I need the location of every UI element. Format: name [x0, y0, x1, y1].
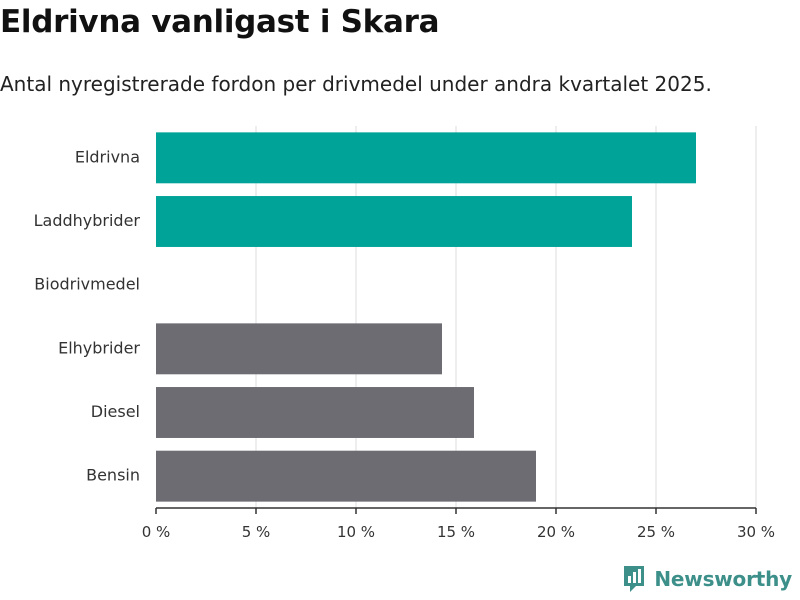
brand-name: Newsworthy — [654, 567, 792, 591]
brand-logo: Newsworthy — [622, 564, 792, 594]
bar-chart: Eldrivna Laddhybrider Biodrivmedel Elhybrid… — [34, 126, 775, 541]
x-tick-label: 10 % — [337, 523, 375, 541]
category-label: Diesel — [91, 402, 140, 421]
chart-subtitle: Antal nyregistrerade fordon per drivmede… — [0, 72, 712, 96]
x-tick-label: 25 % — [637, 523, 675, 541]
category-label: Biodrivmedel — [34, 275, 140, 294]
x-tick-label: 30 % — [737, 523, 775, 541]
x-tick-label: 20 % — [537, 523, 575, 541]
newsworthy-logo-icon — [624, 566, 645, 592]
chart-title: Eldrivna vanligast i Skara — [0, 4, 440, 40]
bar-bensin — [156, 450, 536, 502]
bar-diesel — [156, 387, 474, 438]
bar-laddhybrider — [156, 196, 632, 247]
x-tick-label: 5 % — [242, 523, 271, 541]
category-label: Bensin — [86, 466, 140, 485]
x-tick-label: 0 % — [142, 523, 171, 541]
bar-eldrivna — [156, 132, 696, 184]
x-tick-label: 15 % — [437, 523, 475, 541]
category-label: Elhybrider — [58, 338, 140, 357]
category-label: Eldrivna — [75, 147, 140, 166]
category-label: Laddhybrider — [34, 211, 141, 230]
bar-elhybrider — [156, 323, 442, 375]
